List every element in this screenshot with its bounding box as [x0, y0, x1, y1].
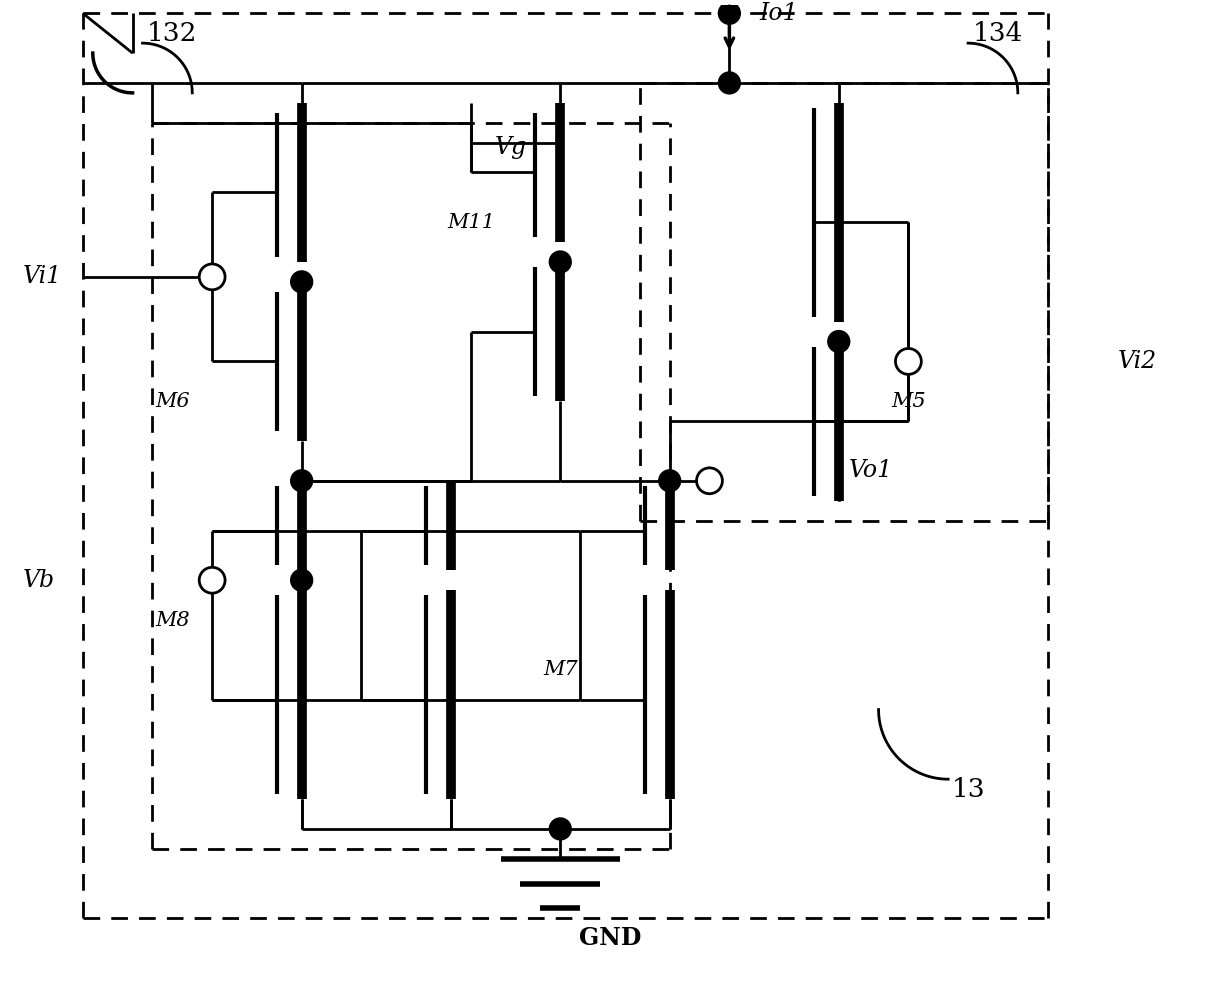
- Text: M8: M8: [155, 611, 189, 630]
- Text: 132: 132: [147, 21, 198, 46]
- Circle shape: [199, 263, 225, 289]
- Circle shape: [199, 567, 225, 593]
- Circle shape: [719, 2, 741, 24]
- Circle shape: [697, 468, 722, 494]
- Text: Vg: Vg: [495, 136, 527, 159]
- Text: M7: M7: [543, 661, 578, 680]
- Text: Vi1: Vi1: [23, 265, 62, 288]
- Circle shape: [291, 270, 313, 292]
- Text: 134: 134: [973, 21, 1023, 46]
- Text: M5: M5: [891, 391, 926, 411]
- Text: M6: M6: [155, 391, 189, 411]
- Circle shape: [896, 348, 921, 374]
- Text: Vb: Vb: [23, 569, 55, 592]
- Circle shape: [550, 818, 571, 840]
- Circle shape: [291, 569, 313, 591]
- Circle shape: [827, 330, 849, 352]
- Text: 13: 13: [951, 776, 985, 801]
- Text: Vi2: Vi2: [1118, 350, 1157, 373]
- Circle shape: [291, 470, 313, 492]
- Circle shape: [719, 72, 741, 94]
- Circle shape: [659, 470, 681, 492]
- Text: M11: M11: [447, 213, 495, 232]
- Text: GND: GND: [579, 926, 642, 950]
- Circle shape: [550, 251, 571, 272]
- Text: Io1: Io1: [760, 2, 798, 25]
- Text: Vo1: Vo1: [849, 459, 893, 482]
